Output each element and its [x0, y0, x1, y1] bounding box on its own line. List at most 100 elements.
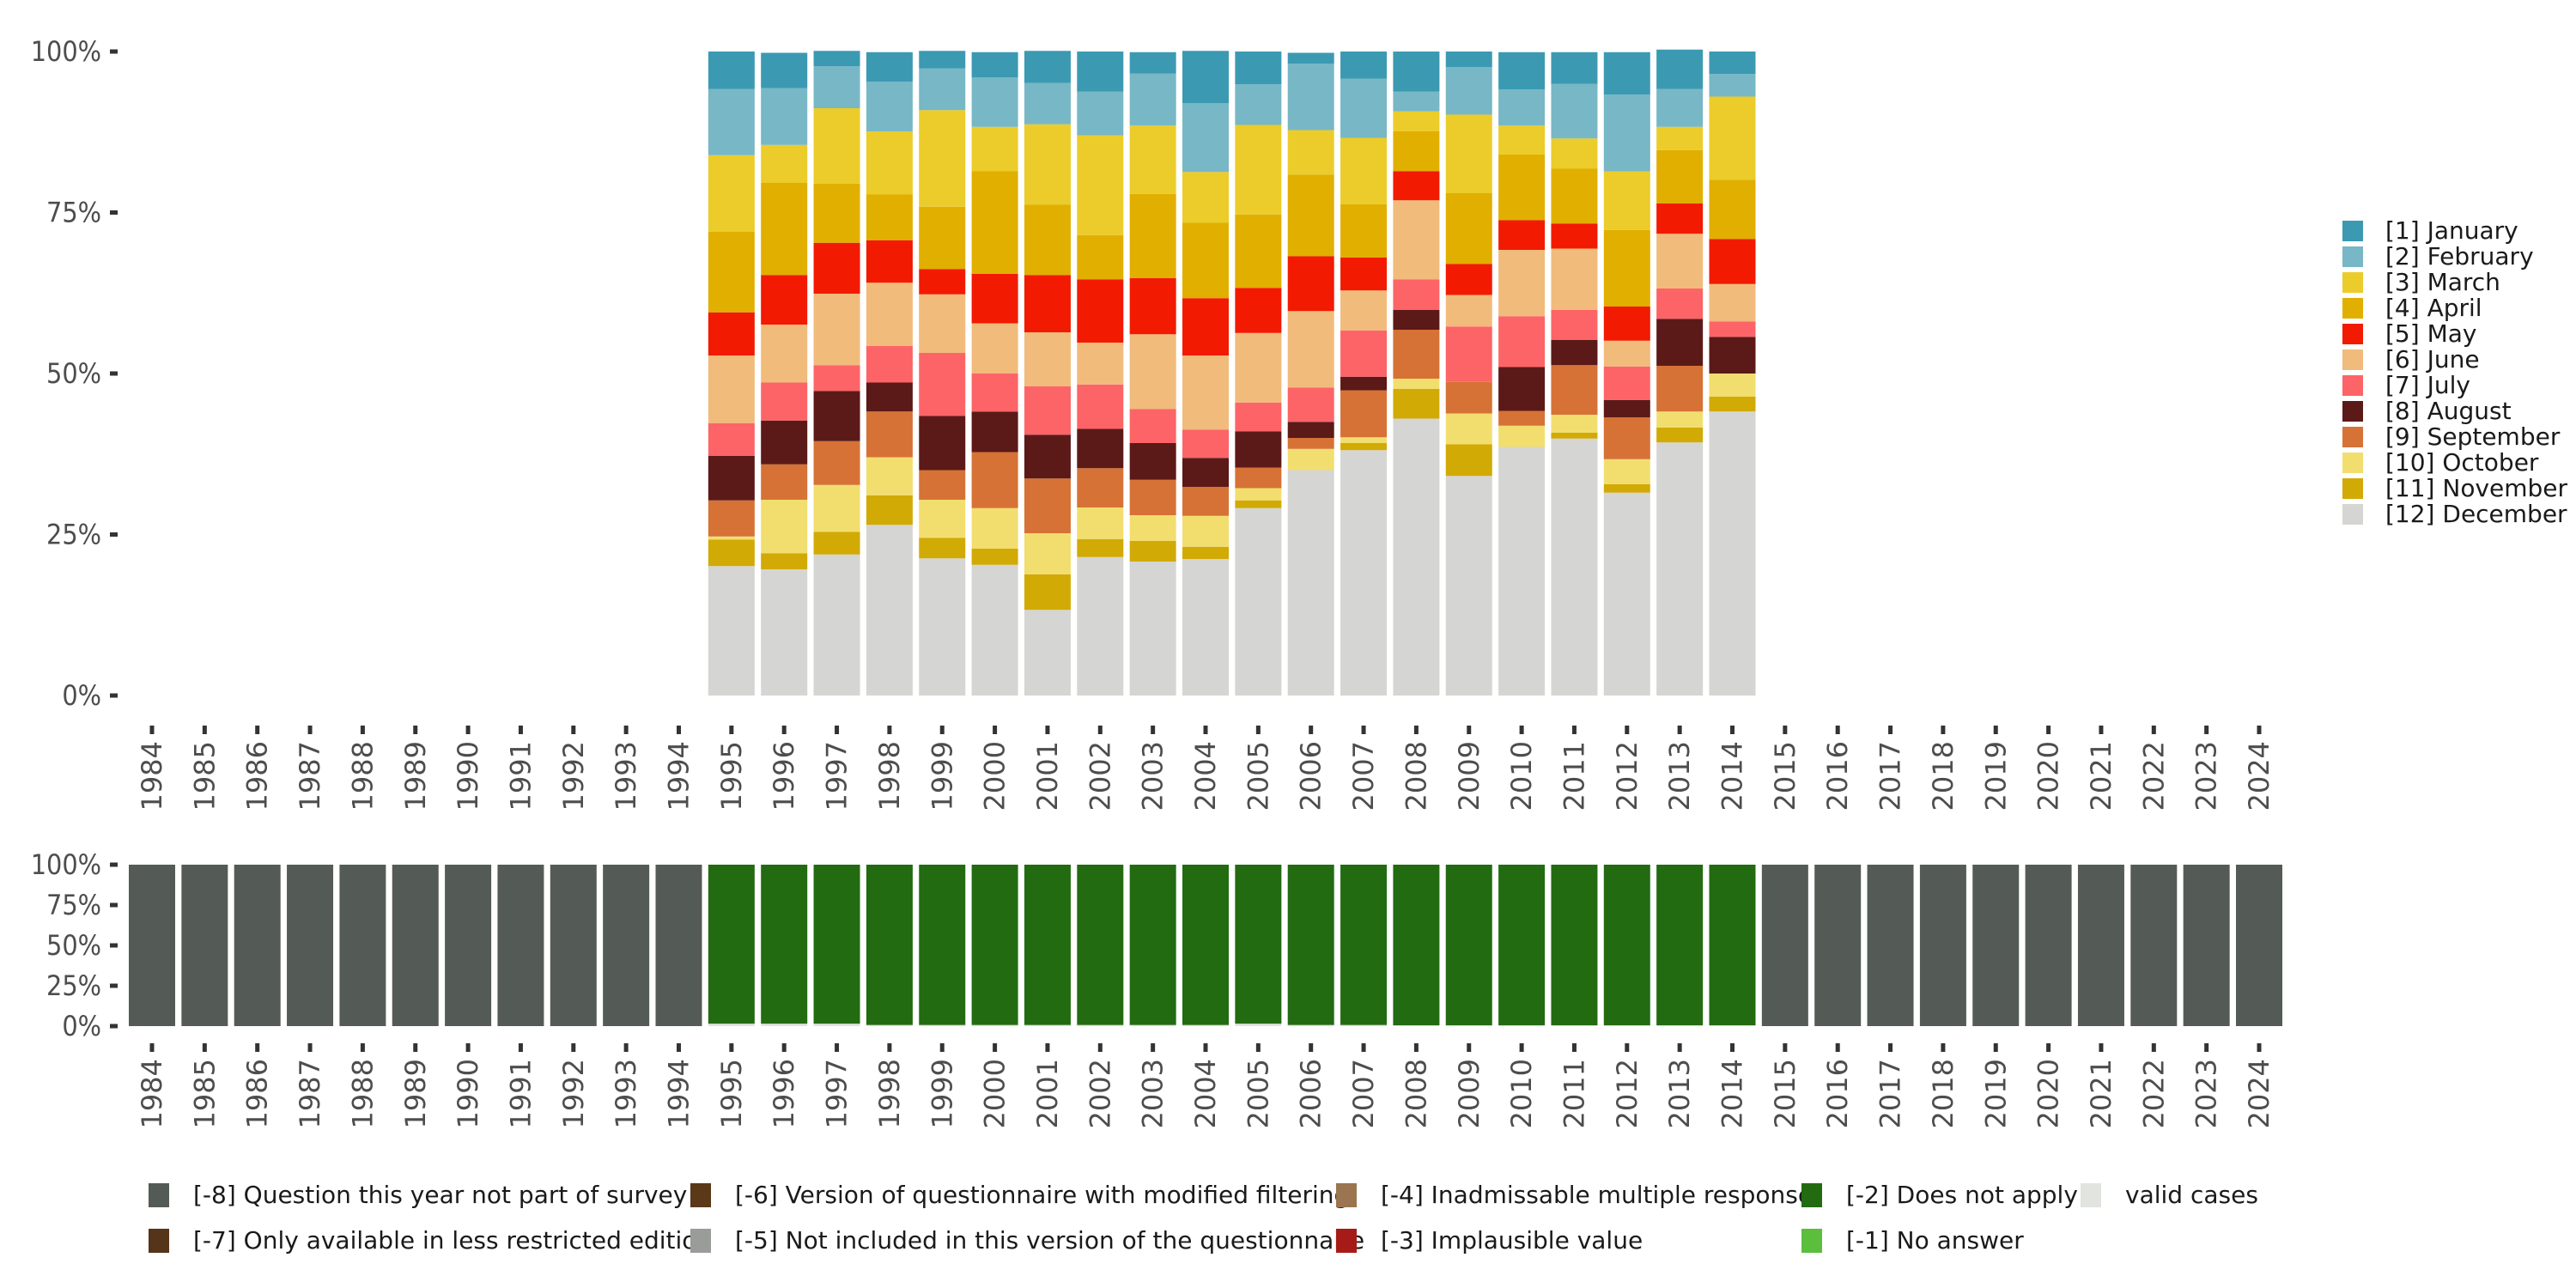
top-bar-segment — [1393, 171, 1440, 201]
legend-label: [8] August — [2385, 397, 2512, 425]
legend-swatch — [2342, 272, 2363, 293]
bottom-x-tick-label: 1998 — [873, 1059, 906, 1128]
top-bar-segment — [1445, 193, 1492, 264]
bottom-bar-segment — [1445, 865, 1492, 1026]
top-y-tick-mark — [110, 371, 118, 376]
top-x-tick-mark — [1203, 726, 1208, 734]
top-bar-segment — [1603, 171, 1650, 230]
top-bar-segment — [971, 126, 1018, 172]
legend-swatch — [149, 1229, 169, 1253]
top-bar-segment — [866, 525, 913, 696]
bottom-x-tick-mark — [835, 1043, 840, 1052]
bottom-y-tick-mark — [110, 983, 118, 988]
top-bar-segment — [971, 323, 1018, 374]
top-bar-segment — [1551, 309, 1598, 340]
top-x-tick-mark — [2151, 726, 2156, 734]
bottom-bar-segment — [655, 865, 702, 1026]
legend-swatch — [2342, 349, 2363, 370]
bottom-x-tick-mark — [887, 1043, 892, 1052]
top-bar-segment — [1024, 478, 1071, 533]
top-x-tick-mark — [202, 726, 207, 734]
bottom-x-tick-mark — [2046, 1043, 2051, 1052]
bottom-x-tick-mark — [1467, 1043, 1472, 1052]
bottom-x-tick-label: 1999 — [926, 1059, 958, 1128]
top-bar-segment — [1445, 381, 1492, 414]
bottom-x-tick-label: 1995 — [715, 1059, 748, 1128]
top-bar-segment — [1077, 91, 1124, 136]
bottom-y-tick-mark — [110, 902, 118, 908]
bottom-x-tick-mark — [1309, 1043, 1314, 1052]
bottom-x-tick-label: 2007 — [1347, 1059, 1380, 1128]
top-bar-segment — [1603, 459, 1650, 484]
legend-swatch — [1801, 1183, 1822, 1207]
top-bar-segment — [1182, 103, 1229, 173]
bottom-bar-segment — [1235, 1024, 1282, 1026]
top-bar-segment — [1024, 82, 1071, 125]
bottom-bar-segment — [866, 1024, 913, 1026]
top-bar-segment — [1551, 415, 1598, 433]
bottom-bar-segment — [1603, 865, 1650, 1026]
top-x-tick-label: 2006 — [1295, 741, 1327, 811]
bottom-x-tick-mark — [1203, 1043, 1208, 1052]
bottom-x-tick-mark — [202, 1043, 207, 1052]
top-y-tick-mark — [110, 693, 118, 698]
bottom-bar-segment — [1814, 865, 1862, 1026]
top-bar-segment — [1498, 367, 1546, 411]
top-bar-segment — [1129, 193, 1176, 278]
legend-label: [5] May — [2385, 319, 2476, 348]
top-bar-segment — [1498, 425, 1546, 447]
top-bar-segment — [1182, 51, 1229, 103]
top-x-tick-label: 2005 — [1242, 741, 1274, 811]
bottom-x-tick-mark — [781, 1043, 787, 1052]
bottom-x-tick-label: 1984 — [136, 1059, 168, 1128]
top-y-axis: 0% 25% 50% 75% 100% — [31, 35, 118, 712]
top-bar-segment — [1024, 124, 1071, 205]
top-bar-segment — [1077, 556, 1124, 696]
top-bar-segment — [1603, 52, 1650, 95]
top-x-tick-mark — [2046, 726, 2051, 734]
bottom-y-tick-label: 25% — [46, 969, 101, 1002]
top-bar-segment — [1656, 319, 1704, 366]
bottom-bar-segment — [1077, 865, 1124, 1025]
bottom-x-tick-mark — [2151, 1043, 2156, 1052]
top-bar-segment — [1603, 484, 1650, 493]
top-x-tick-mark — [1625, 726, 1630, 734]
top-x-tick-label: 2008 — [1400, 741, 1432, 811]
top-x-tick-mark — [835, 726, 840, 734]
top-bar-segment — [1393, 379, 1440, 389]
bottom-x-tick-label: 1987 — [294, 1059, 326, 1128]
legend-label: [-2] Does not apply — [1846, 1181, 2078, 1209]
top-bar-segment — [761, 183, 808, 276]
bottom-x-tick-mark — [1045, 1043, 1050, 1052]
top-x-tick-label: 2019 — [1979, 741, 2012, 811]
bottom-x-tick-label: 2013 — [1663, 1059, 1696, 1128]
bottom-x-tick-label: 2017 — [1874, 1059, 1907, 1128]
top-bar-segment — [1445, 444, 1492, 477]
legend-swatch — [2342, 504, 2363, 525]
top-bar-segment — [1709, 283, 1756, 322]
bottom-bar-segment — [2130, 865, 2178, 1026]
bottom-y-tick-mark — [110, 862, 118, 867]
top-bar-segment — [1129, 52, 1176, 74]
top-bar-segment — [1340, 258, 1388, 291]
legend-swatch — [690, 1183, 711, 1207]
top-bar-segment — [919, 538, 966, 559]
top-x-tick-mark — [413, 726, 418, 734]
top-bar-segment — [1445, 413, 1492, 445]
legend-swatch — [2342, 478, 2363, 499]
legend-label: [1] January — [2385, 216, 2518, 245]
top-bar-segment — [1445, 52, 1492, 67]
top-bar-segment — [1603, 307, 1650, 341]
top-bar-segment — [1340, 450, 1388, 696]
top-bar-segment — [1287, 438, 1334, 449]
top-bar-segment — [1551, 83, 1598, 139]
top-bar-segment — [1077, 234, 1124, 280]
top-x-tick-mark — [2257, 726, 2262, 734]
bottom-x-tick-mark — [1730, 1043, 1735, 1052]
top-x-tick-label: 2014 — [1716, 741, 1749, 811]
top-bar-segment — [919, 294, 966, 353]
top-bar-segment — [761, 569, 808, 696]
legend-swatch — [2342, 427, 2363, 447]
bottom-bar-segment — [1077, 1024, 1124, 1026]
bottom-bar-segment — [1129, 1024, 1176, 1026]
